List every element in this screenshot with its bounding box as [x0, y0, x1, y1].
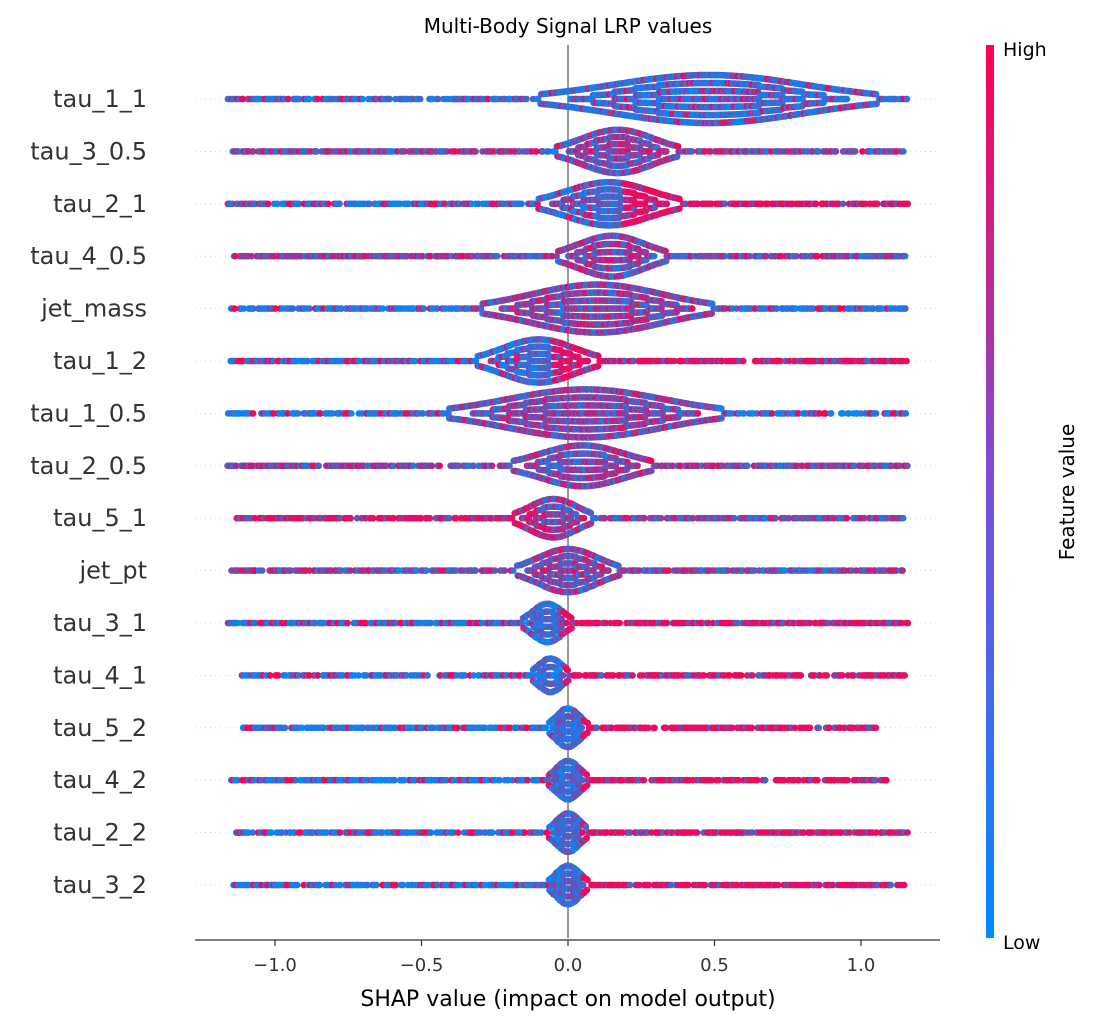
chart-title: Multi-Body Signal LRP values [424, 14, 713, 38]
data-point [904, 200, 912, 208]
data-point [839, 200, 847, 208]
data-point [434, 95, 442, 103]
data-point [359, 95, 366, 103]
data-points [224, 71, 912, 908]
data-point [902, 305, 909, 312]
data-point [852, 148, 859, 155]
data-point [239, 95, 247, 103]
data-point [688, 305, 696, 312]
data-point [663, 200, 671, 208]
data-point [650, 252, 658, 260]
data-point [523, 95, 530, 103]
data-point [472, 148, 479, 155]
data-point [518, 200, 525, 208]
data-point [325, 200, 332, 208]
data-point [305, 95, 313, 103]
data-point [688, 148, 696, 155]
data-point [663, 148, 670, 155]
data-point [900, 148, 907, 155]
data-point [843, 95, 851, 103]
data-point [336, 200, 343, 208]
data-point [494, 252, 501, 260]
data-point [416, 95, 424, 103]
data-point [832, 148, 840, 155]
data-point [903, 95, 911, 103]
data-point [901, 252, 909, 260]
data-point [420, 305, 428, 312]
data-point [874, 200, 881, 208]
data-point [264, 200, 272, 208]
data-point [386, 95, 393, 103]
data-point [285, 95, 292, 103]
data-point [306, 305, 313, 312]
